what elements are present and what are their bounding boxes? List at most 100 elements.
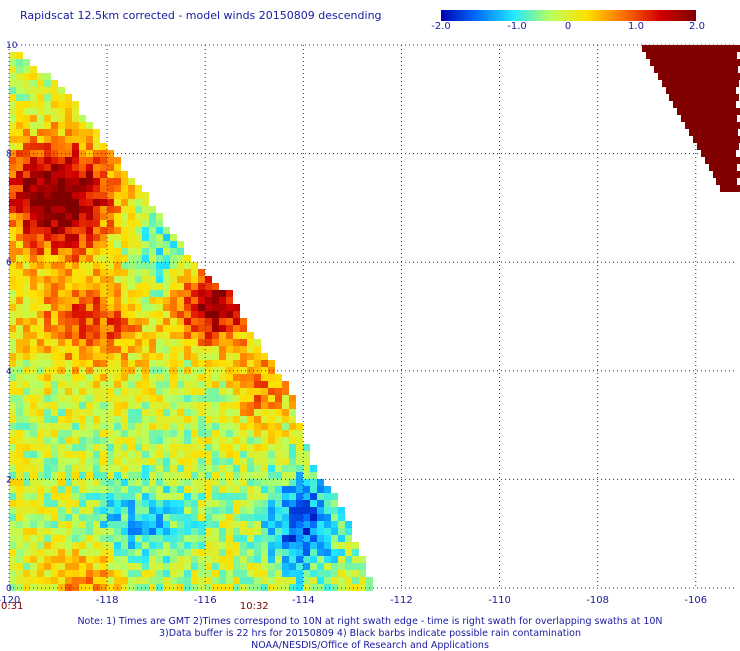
data-cell xyxy=(177,458,184,465)
data-cell xyxy=(128,535,135,542)
data-cell xyxy=(198,304,205,311)
data-cell xyxy=(16,213,23,220)
data-cell xyxy=(9,353,16,360)
data-cell xyxy=(114,416,121,423)
data-cell xyxy=(709,115,716,122)
data-cell xyxy=(198,346,205,353)
data-cell xyxy=(107,451,114,458)
data-cell xyxy=(261,507,268,514)
data-cell xyxy=(191,493,198,500)
data-cell xyxy=(128,521,135,528)
data-cell xyxy=(198,563,205,570)
data-cell xyxy=(177,388,184,395)
data-cell xyxy=(254,507,261,514)
data-cell xyxy=(16,241,23,248)
data-cell xyxy=(247,332,254,339)
data-cell xyxy=(121,444,128,451)
data-cell xyxy=(128,269,135,276)
data-cell xyxy=(65,227,72,234)
data-cell xyxy=(156,325,163,332)
data-cell xyxy=(212,542,219,549)
data-cell xyxy=(114,507,121,514)
data-cell xyxy=(296,535,303,542)
data-cell xyxy=(734,122,740,129)
data-cell xyxy=(184,465,191,472)
data-cell xyxy=(37,514,44,521)
data-cell xyxy=(72,458,79,465)
data-cell xyxy=(184,402,191,409)
data-cell xyxy=(37,395,44,402)
data-cell xyxy=(37,556,44,563)
data-cell xyxy=(205,311,212,318)
data-cell xyxy=(51,255,58,262)
data-cell xyxy=(240,339,247,346)
data-cell xyxy=(16,157,23,164)
data-cell xyxy=(114,164,121,171)
data-cell xyxy=(44,409,51,416)
data-cell xyxy=(142,549,149,556)
data-cell xyxy=(30,143,37,150)
data-cell xyxy=(37,388,44,395)
data-cell xyxy=(261,563,268,570)
data-cell xyxy=(58,458,65,465)
data-cell xyxy=(156,542,163,549)
data-cell xyxy=(149,402,156,409)
data-cell xyxy=(44,143,51,150)
data-cell xyxy=(191,430,198,437)
data-cell xyxy=(275,388,282,395)
data-cell xyxy=(93,507,100,514)
data-cell xyxy=(23,465,30,472)
data-cell xyxy=(23,444,30,451)
data-cell xyxy=(51,220,58,227)
data-cell xyxy=(198,402,205,409)
data-cell xyxy=(121,262,128,269)
data-cell xyxy=(93,241,100,248)
data-cell xyxy=(163,395,170,402)
data-cell xyxy=(30,248,37,255)
data-cell xyxy=(170,325,177,332)
data-cell xyxy=(226,430,233,437)
data-cell xyxy=(44,472,51,479)
data-cell xyxy=(282,423,289,430)
data-cell xyxy=(149,570,156,577)
data-cell xyxy=(233,367,240,374)
data-cell xyxy=(114,339,121,346)
data-cell xyxy=(37,584,44,591)
data-cell xyxy=(156,346,163,353)
data-cell xyxy=(149,577,156,584)
data-cell xyxy=(163,346,170,353)
data-cell xyxy=(226,297,233,304)
data-cell xyxy=(156,367,163,374)
data-cell xyxy=(58,199,65,206)
data-cell xyxy=(72,549,79,556)
data-cell xyxy=(727,171,734,178)
data-cell xyxy=(16,500,23,507)
data-cell xyxy=(51,570,58,577)
data-cell xyxy=(16,171,23,178)
data-cell xyxy=(163,500,170,507)
data-cell xyxy=(184,311,191,318)
data-cell xyxy=(72,577,79,584)
data-cell xyxy=(58,465,65,472)
data-cell xyxy=(51,283,58,290)
data-cell xyxy=(719,108,726,115)
data-cell xyxy=(23,318,30,325)
data-cell xyxy=(72,178,79,185)
data-cell xyxy=(135,374,142,381)
data-cell xyxy=(58,143,65,150)
data-cell xyxy=(723,52,730,59)
data-cell xyxy=(107,500,114,507)
data-cell xyxy=(86,402,93,409)
data-cell xyxy=(37,437,44,444)
data-cell xyxy=(9,199,16,206)
data-cell xyxy=(58,339,65,346)
data-cell xyxy=(170,570,177,577)
data-cell xyxy=(37,136,44,143)
data-cell xyxy=(86,234,93,241)
data-cell xyxy=(149,395,156,402)
data-cell xyxy=(170,388,177,395)
data-cell xyxy=(177,255,184,262)
data-cell xyxy=(289,395,296,402)
data-cell xyxy=(720,185,727,192)
data-cell xyxy=(233,507,240,514)
